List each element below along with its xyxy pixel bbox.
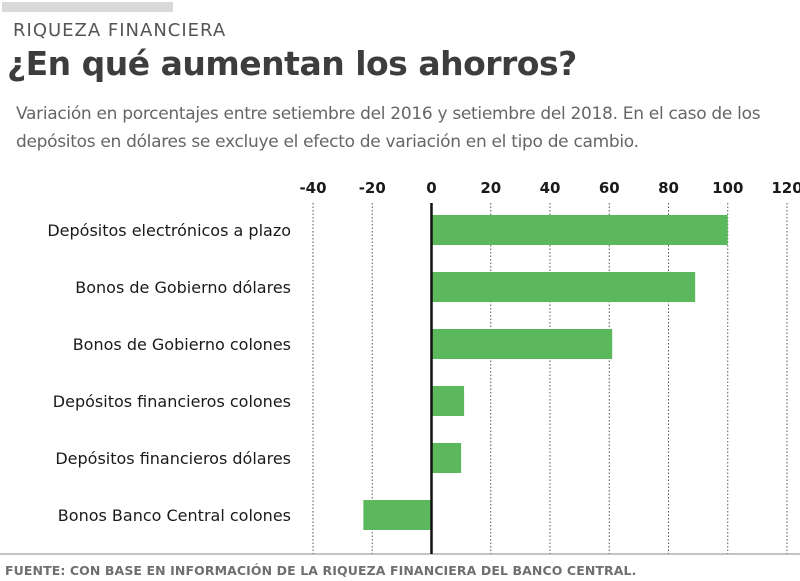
category-label: Bonos de Gobierno colones [73,335,291,354]
kicker: RIQUEZA FINANCIERA [13,20,227,41]
source-note: FUENTE: CON BASE EN INFORMACIÓN DE LA RI… [5,563,637,578]
x-tick-label: -40 [299,179,326,197]
bar [431,215,728,245]
x-tick-label: 40 [540,179,561,197]
x-tick-label: 80 [658,179,679,197]
chart-subtitle: Variación en porcentajes entre setiembre… [16,104,761,152]
bar [431,386,465,416]
category-label: Depósitos electrónicos a plazo [47,221,291,240]
x-tick-labels: -40 -20 0 20 40 60 80 100 120 [299,179,800,197]
category-label: Bonos de Gobierno dólares [75,278,291,297]
bar [431,443,462,473]
bar [431,272,696,302]
x-tick-label: 120 [771,179,800,197]
x-tick-label: 0 [426,179,436,197]
bar [363,500,432,530]
chart-title: ¿En qué aumentan los ahorros? [7,44,577,83]
category-label: Bonos Banco Central colones [58,506,291,525]
x-tick-label: 20 [480,179,501,197]
header-accent-bar [2,2,173,12]
grid-lines [312,203,788,554]
category-labels: Depósitos electrónicos a plazo Bonos de G… [47,221,291,525]
category-label: Depósitos financieros colones [53,392,291,411]
x-tick-label: -20 [359,179,386,197]
x-tick-label: 100 [712,179,743,197]
bar [431,329,613,359]
category-label: Depósitos financieros dólares [55,449,291,468]
x-tick-label: 60 [599,179,620,197]
bars [363,215,728,530]
